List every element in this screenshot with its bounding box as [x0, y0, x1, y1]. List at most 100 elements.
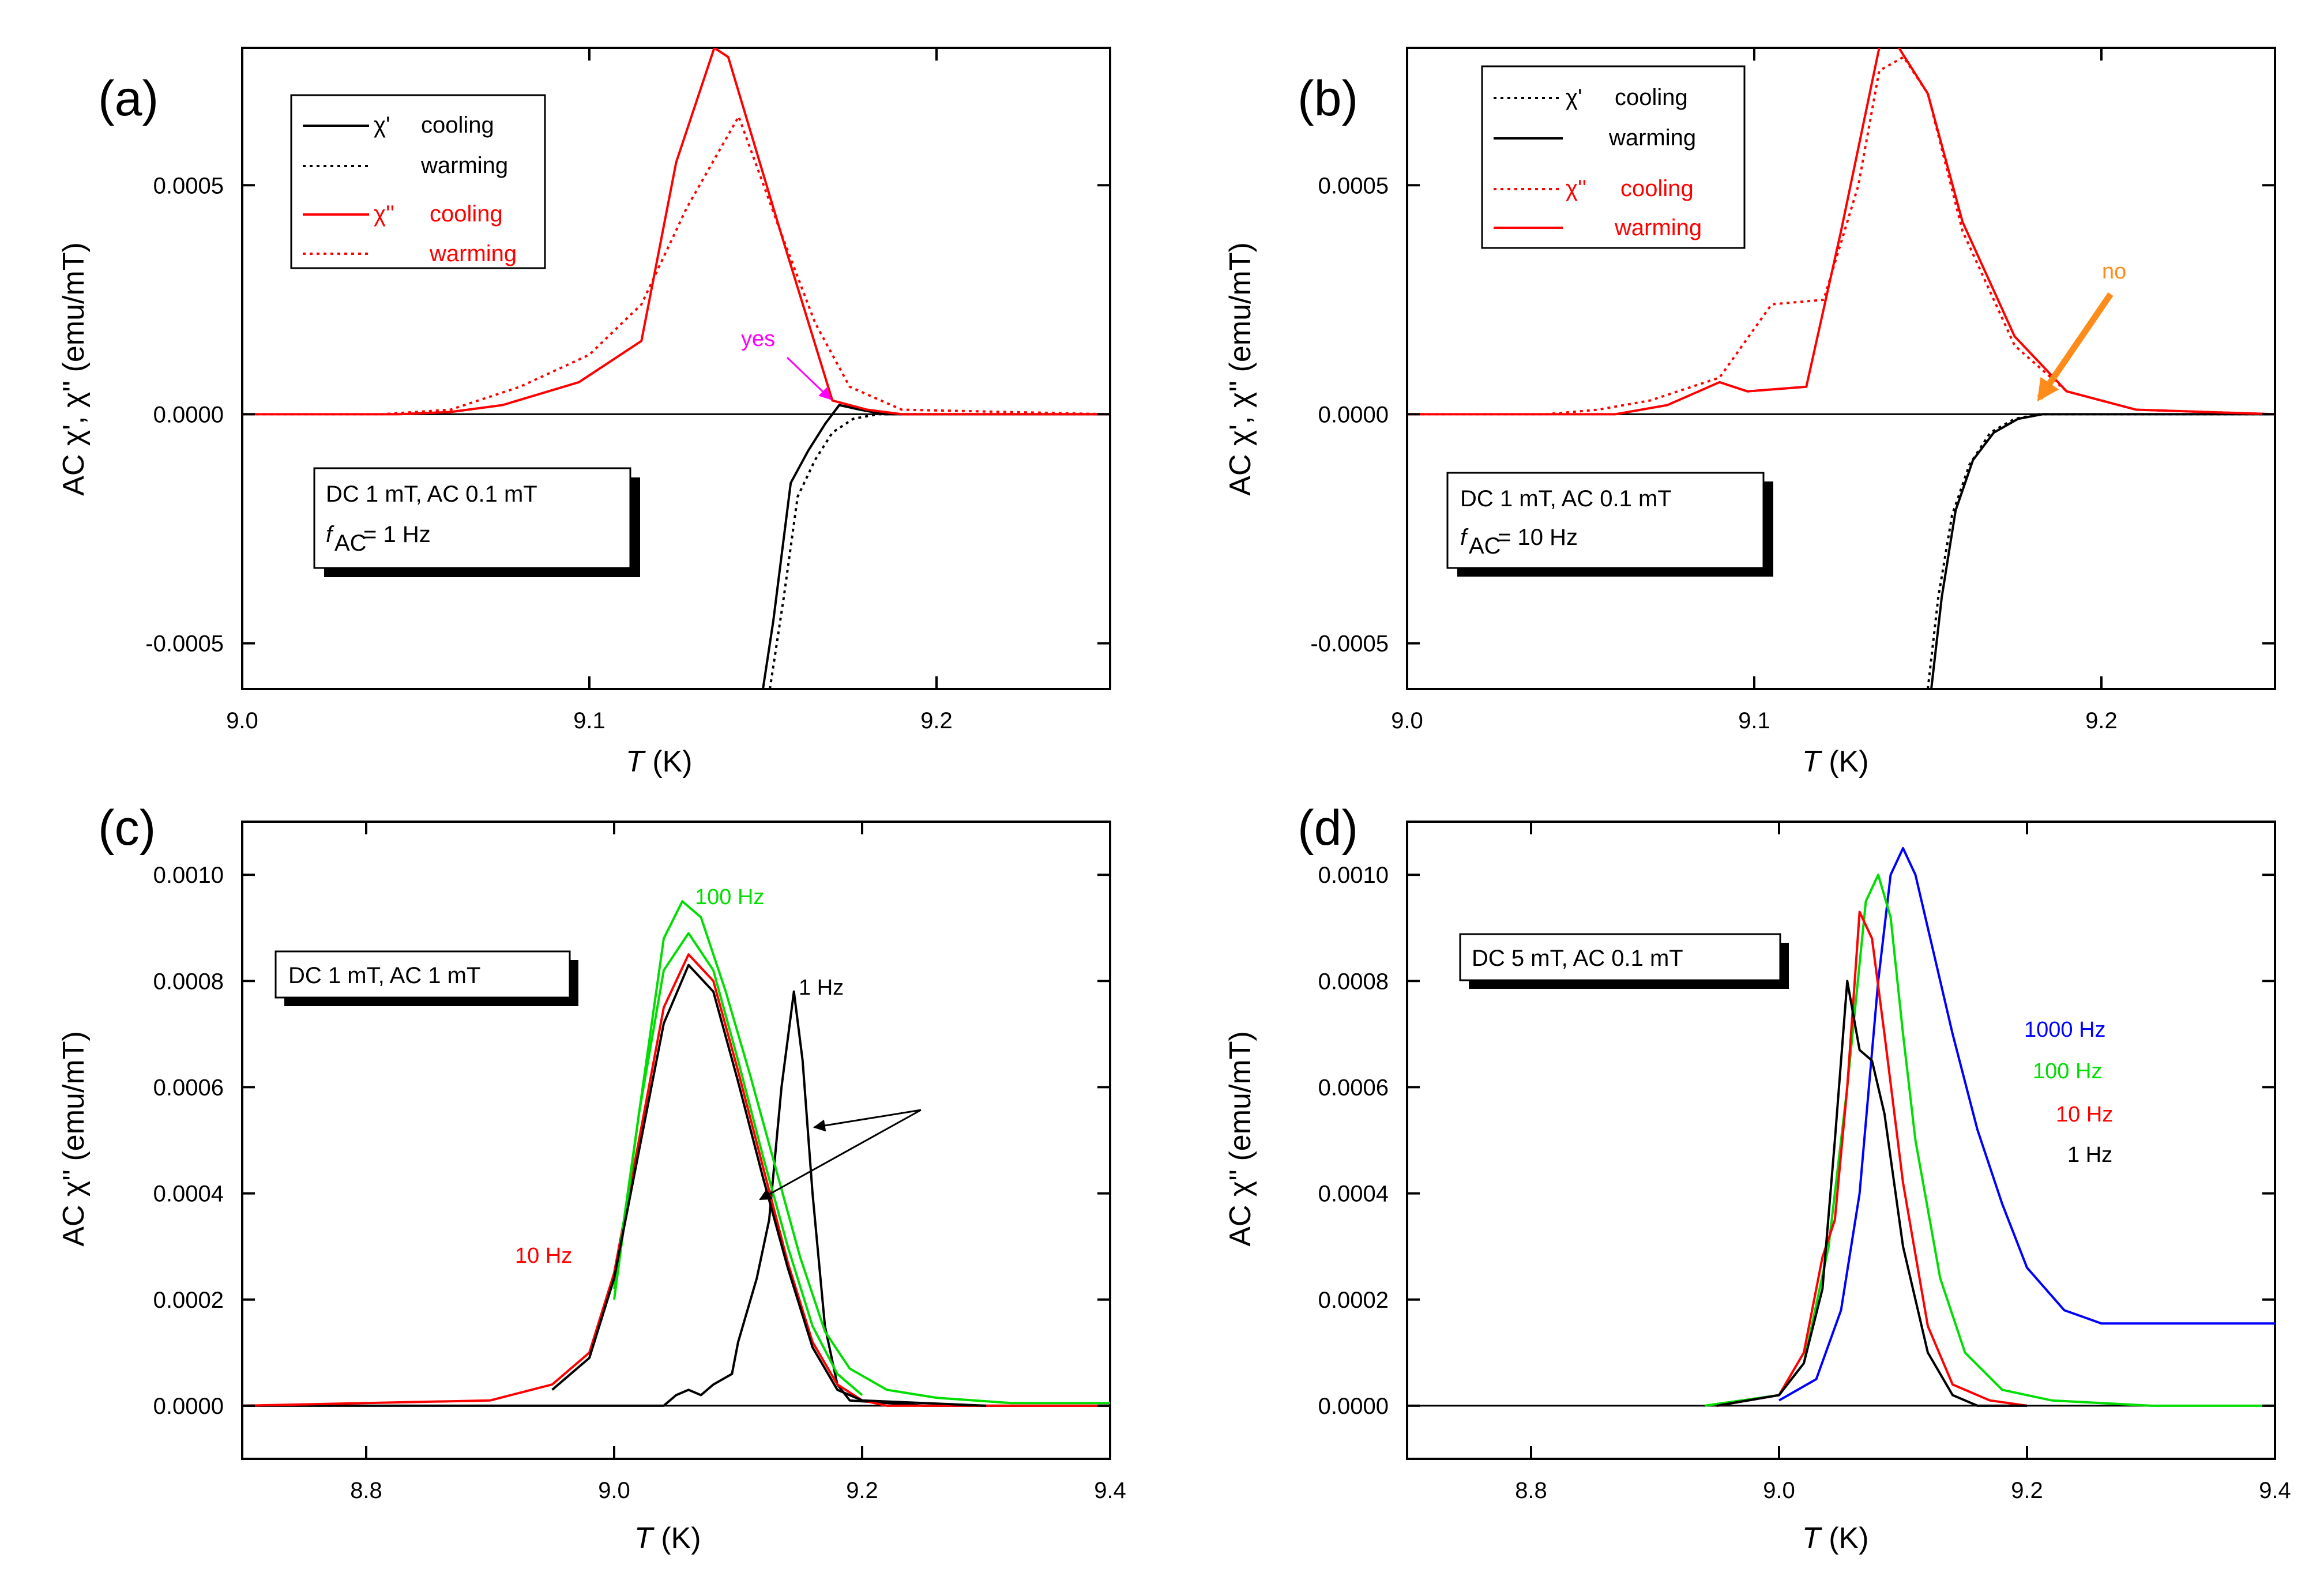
y-tick-label: 0.0000: [1318, 1394, 1389, 1419]
annotation-arrow: [786, 356, 832, 400]
pointer-arrow: [759, 1109, 922, 1201]
legend-label: cooling: [1620, 176, 1694, 201]
series-label: 100 Hz: [2033, 1059, 2102, 1083]
x-axis-label: T (K): [634, 1522, 701, 1555]
annotation-arrow: [2037, 292, 2114, 402]
conditions-box: DC 1 mT, AC 0.1 mT f AC = 1 Hz: [313, 467, 640, 577]
series-line: [242, 115, 1110, 416]
legend-symbol: χ'': [374, 201, 394, 227]
box-frame: [1459, 933, 1781, 981]
legend: χ' cooling warming χ'' cooling warming: [290, 94, 546, 269]
annotation-label: no: [2102, 259, 2126, 284]
series-line: [613, 932, 863, 1397]
panel-a: (a) 9.0 9.1 9.2 -0.0005 0.0000 0.0005 χ' cool…: [57, 47, 1111, 778]
legend-label: cooling: [1615, 85, 1688, 110]
y-tick-label: 0.0002: [153, 1288, 224, 1313]
panel-label: (c): [98, 800, 156, 856]
y-tick-label: 0.0006: [153, 1075, 224, 1100]
panel-label: (a): [98, 71, 159, 126]
x-tick-label: 9.2: [2085, 708, 2118, 733]
x-tick-label: 9.0: [598, 1478, 630, 1503]
conditions-line: DC 1 mT, AC 0.1 mT: [326, 481, 537, 507]
series-group: [242, 48, 1110, 689]
y-tick-label: 0.0008: [1318, 969, 1389, 994]
panel-c: (c) 8.8 9.0 9.2 9.4 0.0000 0.0002 0.0004 0.0006…: [57, 800, 1126, 1555]
legend-box: [290, 94, 546, 269]
box-frame: [1446, 472, 1765, 569]
series-line: [613, 900, 1110, 1405]
conditions-box: DC 1 mT, AC 1 mT: [274, 950, 578, 1006]
x-tick-label: 9.0: [1763, 1478, 1795, 1503]
x-tick-label: 9.2: [2011, 1478, 2043, 1503]
y-tick-label: 0.0010: [153, 863, 224, 888]
series-line: [1407, 55, 2275, 416]
series-line: [1927, 413, 2275, 689]
ticks: 9.0 9.1 9.2 -0.0005 0.0000 0.0005: [145, 48, 1110, 733]
conditions-value: = 1 Hz: [363, 522, 431, 547]
series-line: [1930, 413, 2275, 689]
y-tick-label: 0.0004: [153, 1181, 224, 1207]
legend-label: warming: [1614, 215, 1702, 240]
legend-symbol: χ': [374, 112, 390, 138]
y-tick-label: 0.0000: [1318, 402, 1389, 427]
annotation-label: yes: [741, 327, 775, 351]
series-line: [551, 964, 987, 1407]
series-label: 10 Hz: [515, 1244, 572, 1268]
conditions-subscript: AC: [1469, 533, 1501, 559]
panel-label: (d): [1298, 800, 1358, 856]
x-tick-label: 8.8: [1515, 1478, 1547, 1503]
y-tick-label: 0.0004: [1318, 1181, 1389, 1207]
conditions-value: = 10 Hz: [1498, 525, 1578, 550]
legend-label: warming: [420, 153, 508, 178]
panel-label: (b): [1298, 71, 1358, 126]
x-tick-label: 9.4: [2259, 1478, 2291, 1503]
x-tick-label: 9.2: [920, 708, 953, 733]
box-frame: [274, 950, 571, 999]
series-group: [242, 900, 1110, 1407]
x-axis-label: T (K): [1802, 745, 1869, 778]
y-tick-label: -0.0005: [145, 631, 224, 657]
x-axis-label: T (K): [1802, 1522, 1869, 1555]
y-tick-label: 0.0010: [1318, 863, 1389, 888]
y-tick-label: 0.0000: [153, 402, 224, 427]
y-tick-label: 0.0005: [153, 173, 224, 198]
conditions-line: DC 1 mT, AC 1 mT: [288, 963, 480, 988]
x-tick-label: 8.8: [350, 1478, 382, 1503]
conditions-line: DC 1 mT, AC 0.1 mT: [1460, 486, 1672, 511]
ticks: 8.8 9.0 9.2 9.4 0.0000 0.0002 0.0004 0.0006 0.00…: [153, 822, 1126, 1503]
axes-frame: [241, 821, 1111, 1460]
x-tick-label: 9.0: [1391, 708, 1423, 733]
y-axis-label: AC χ'' (emu/mT): [57, 1031, 91, 1247]
axes-frame: [241, 47, 1111, 690]
conditions-box: DC 5 mT, AC 0.1 mT: [1459, 933, 1789, 989]
legend-label: warming: [1608, 125, 1696, 150]
plot-area: [241, 821, 1111, 1460]
x-tick-label: 9.0: [226, 708, 258, 733]
legend-label: cooling: [421, 112, 494, 138]
conditions-line: DC 5 mT, AC 0.1 mT: [1472, 946, 1683, 971]
y-axis-label: AC χ', χ'' (emu/mT): [1224, 242, 1257, 496]
series-line: [1717, 980, 2027, 1407]
legend-symbol: χ': [1566, 85, 1582, 110]
series-label: 1 Hz: [2067, 1143, 2112, 1167]
y-tick-label: 0.0002: [1318, 1288, 1389, 1313]
box-frame: [313, 467, 631, 569]
panel-d: (d) 8.8 9.0 9.2 9.4 0.0000 0.0002 0.0004 0.0006…: [1224, 800, 2291, 1555]
x-tick-label: 9.1: [573, 708, 606, 733]
legend-label: cooling: [430, 201, 503, 227]
series-line: [242, 953, 1110, 1407]
plot-area: [1406, 821, 2276, 1460]
x-tick-label: 9.2: [846, 1478, 878, 1503]
series-line: [762, 404, 1110, 689]
y-tick-label: 0.0005: [1318, 173, 1389, 198]
axes-frame: [1406, 821, 2276, 1460]
x-tick-label: 9.4: [1094, 1478, 1126, 1503]
series-line: [242, 48, 1110, 416]
series-line: [242, 990, 1110, 1407]
pointer-arrow: [813, 1109, 922, 1132]
series-group: [1407, 48, 2275, 689]
series-line: [1778, 847, 2275, 1402]
series-line: [1407, 48, 2275, 416]
y-axis-label: AC χ', χ'' (emu/mT): [57, 242, 91, 496]
